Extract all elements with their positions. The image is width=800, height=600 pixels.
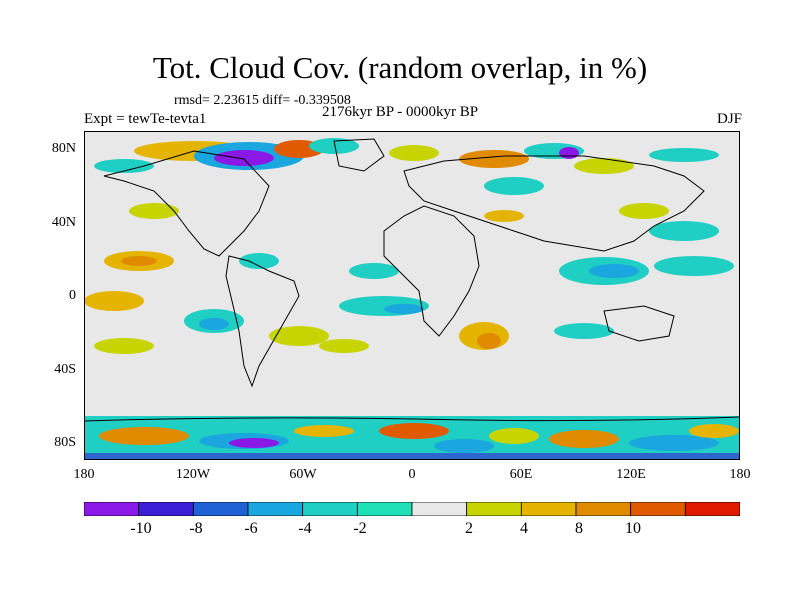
colorbar-swatch (247, 502, 304, 516)
experiment-label: Expt = tewTe-tevta1 (84, 111, 207, 127)
period-label: 2176kyr BP - 0000kyr BP (322, 104, 479, 120)
colorbar-label: -4 (298, 520, 312, 537)
lon-label-0: 0 (408, 467, 416, 482)
season-label: DJF (716, 111, 742, 127)
colorbar-swatch (302, 502, 358, 516)
map-frame (84, 131, 740, 460)
map-background (84, 131, 740, 460)
colorbar-swatch (466, 502, 522, 516)
lat-label-80n: 80N (51, 141, 76, 156)
colorbar-label: -2 (353, 520, 367, 537)
lon-label-60w: 60W (289, 467, 317, 482)
colorbar-swatch (138, 502, 194, 516)
lon-label-180w: 180 (73, 467, 95, 482)
colorbar (84, 502, 740, 516)
colorbar-label: 10 (625, 520, 641, 537)
colorbar-swatch (630, 502, 686, 516)
lon-label-60e: 60E (509, 467, 533, 482)
lat-label-80s: 80S (54, 435, 76, 450)
colorbar-label: -6 (244, 520, 258, 537)
lon-label-120w: 120W (175, 467, 211, 482)
colorbar-label: 8 (575, 520, 583, 537)
colorbar-swatch (411, 502, 468, 516)
lat-label-40n: 40N (51, 215, 76, 230)
chart-title: Tot. Cloud Cov. (random overlap, in %) (152, 50, 648, 85)
colorbar-swatch (520, 502, 577, 516)
lat-label-40s: 40S (54, 362, 76, 377)
colorbar-swatch (192, 502, 249, 516)
colorbar-label: -10 (130, 520, 152, 537)
colorbar-label: 2 (465, 520, 473, 537)
cloud-cover-map (84, 131, 740, 460)
colorbar-label: -8 (189, 520, 203, 537)
colorbar-swatch (84, 502, 140, 516)
colorbar-swatch (356, 502, 413, 516)
anomaly-patches (84, 138, 740, 460)
lon-label-180e: 180 (729, 467, 751, 482)
lat-label-0: 0 (69, 288, 76, 303)
colorbar-swatch (684, 502, 740, 516)
coastlines (84, 138, 740, 422)
colorbar-swatch (575, 502, 632, 516)
stats-text: rmsd= 2.23615 diff= -0.339508 (174, 93, 351, 108)
lon-label-120e: 120E (616, 467, 646, 482)
colorbar-label: 4 (520, 520, 528, 537)
